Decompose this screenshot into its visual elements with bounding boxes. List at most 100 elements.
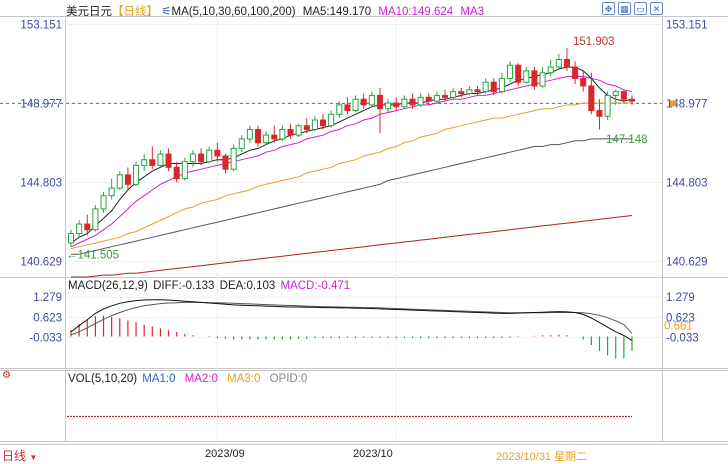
candle-body — [580, 77, 587, 87]
vol-ma3: MA3:0 — [227, 373, 261, 385]
candle-body — [67, 233, 75, 244]
grid-icon[interactable]: ▦ — [618, 2, 631, 15]
price-tick-right: 144.803 — [666, 177, 708, 189]
candle-body — [507, 64, 514, 79]
candle-body — [588, 85, 595, 112]
close-icon[interactable]: ✕ — [650, 2, 663, 15]
macd-tick-left: -0.033 — [29, 332, 62, 344]
macd-right-value: 0.661 — [664, 321, 693, 333]
price-tick-left: 140.629 — [20, 256, 62, 268]
candle-body — [254, 128, 262, 144]
candle-body — [295, 125, 302, 136]
candle-body — [498, 77, 505, 93]
candle-body — [271, 134, 278, 140]
window-icon[interactable]: ▭ — [634, 2, 647, 15]
ma30-line — [70, 102, 632, 250]
candle-body — [604, 94, 611, 117]
candle-body — [360, 98, 367, 106]
candle-body — [246, 128, 253, 140]
candle-body — [555, 59, 562, 68]
candle-body — [563, 59, 570, 68]
candle-body — [181, 161, 188, 180]
macd-diff-line — [70, 299, 633, 341]
period-tab-label: 日线 — [2, 449, 27, 463]
candle-body — [279, 128, 286, 140]
candle-body — [441, 94, 449, 98]
date-label-1: 2023/09 — [205, 448, 245, 460]
candle-body — [417, 96, 424, 106]
ma3-value: MA3 — [460, 6, 485, 18]
candle-body — [328, 113, 335, 127]
price-tick-left: 144.803 — [20, 177, 62, 189]
candle-body — [141, 159, 148, 166]
macd-title[interactable]: MACD(26,12,9) — [68, 280, 148, 292]
candle-body — [620, 91, 627, 100]
candle-body — [409, 98, 416, 106]
candle-body — [214, 149, 221, 157]
candle-body — [401, 98, 408, 108]
period-tab[interactable]: 日线 ▼ — [2, 447, 62, 464]
ma10-value: MA10:149.624 — [378, 6, 454, 18]
candle-body — [198, 153, 205, 163]
candle-body — [393, 102, 400, 108]
candle-body — [352, 98, 359, 112]
macd-tick-right: 1.279 — [666, 292, 695, 304]
macd-tick-left: 0.623 — [33, 312, 62, 324]
candle-body — [84, 223, 91, 231]
macd-tick-left: 1.279 — [33, 292, 62, 304]
candle-body — [474, 89, 481, 93]
candle-body — [206, 149, 213, 163]
macd-dea: DEA:0.103 — [219, 280, 276, 292]
candle-body — [76, 223, 83, 234]
candle-body — [320, 119, 327, 127]
candle-body — [385, 102, 392, 110]
vol-title[interactable]: VOL(5,10,20) — [68, 373, 138, 385]
candle-body — [287, 128, 294, 136]
candle-body — [124, 174, 131, 185]
candle-body — [230, 147, 237, 170]
candle-body — [157, 153, 164, 166]
price-tick-left: 148.977 — [20, 98, 62, 110]
ma10-line — [70, 76, 633, 248]
candle-body — [189, 153, 196, 163]
price-tick-right: 140.629 — [666, 256, 708, 268]
macd-value: MACD:-0.471 — [280, 280, 351, 292]
candle-body — [368, 94, 375, 106]
price-tick-right: 153.151 — [666, 19, 708, 31]
macd-header: MACD(26,12,9) DIFF:-0.133 DEA:0.103 MACD… — [68, 280, 350, 292]
high-price-label: 151.903 — [573, 36, 615, 48]
candle-body — [433, 94, 440, 102]
candle-body — [165, 153, 172, 168]
candle-body — [149, 159, 156, 166]
ma-params[interactable]: MA(5,10,30,60,100,200) — [171, 6, 296, 18]
candle-body — [92, 208, 99, 231]
macd-tick-right: -0.033 — [666, 332, 699, 344]
price-tick-left: 153.151 — [20, 19, 62, 31]
settings-icon[interactable]: ⚙ — [2, 370, 11, 381]
candle-body — [450, 91, 457, 98]
candle-body — [311, 119, 318, 130]
period-label[interactable]: 【日线】 — [112, 6, 158, 18]
candle-body — [531, 70, 538, 87]
symbol-name: 美元日元 — [66, 6, 112, 18]
chart-header: 美元日元【日线】 ⚟MA(5,10,30,60,100,200) MA5:149… — [66, 3, 484, 19]
candle-body — [490, 81, 497, 93]
candle-body — [376, 94, 383, 110]
pin-icon[interactable]: ✥ — [602, 2, 615, 15]
candle-body — [238, 138, 245, 149]
candle-body — [173, 166, 180, 180]
candle-body — [100, 195, 107, 210]
vol-opid: OPID:0 — [269, 373, 308, 385]
candle-body — [515, 64, 522, 83]
price-tick-right: 148.977 — [666, 98, 708, 110]
candle-body — [263, 134, 270, 144]
candle-body — [466, 89, 473, 95]
ma5-line — [70, 66, 633, 244]
date-label-2: 2023/10 — [353, 448, 393, 460]
candle-body — [539, 72, 546, 87]
candle-body — [336, 104, 343, 115]
current-price-marker — [670, 100, 676, 107]
candle-body — [303, 125, 310, 130]
candle-body — [425, 96, 432, 102]
